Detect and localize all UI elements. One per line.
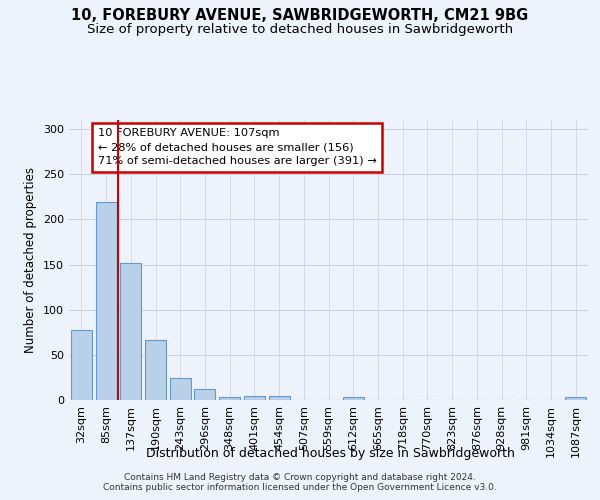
Text: 10, FOREBURY AVENUE, SAWBRIDGEWORTH, CM21 9BG: 10, FOREBURY AVENUE, SAWBRIDGEWORTH, CM2… (71, 8, 529, 22)
Text: Distribution of detached houses by size in Sawbridgeworth: Distribution of detached houses by size … (146, 448, 514, 460)
Y-axis label: Number of detached properties: Number of detached properties (25, 167, 37, 353)
Text: Size of property relative to detached houses in Sawbridgeworth: Size of property relative to detached ho… (87, 22, 513, 36)
Bar (145, 340, 166, 400)
Bar (269, 396, 290, 400)
Text: 10 FOREBURY AVENUE: 107sqm
← 28% of detached houses are smaller (156)
71% of sem: 10 FOREBURY AVENUE: 107sqm ← 28% of deta… (98, 128, 376, 166)
Bar (71, 330, 92, 400)
Bar (219, 398, 240, 400)
Bar (120, 262, 141, 400)
Bar (565, 398, 586, 400)
Bar (343, 398, 364, 400)
Bar (244, 396, 265, 400)
Bar (194, 389, 215, 400)
Text: Contains HM Land Registry data © Crown copyright and database right 2024.
Contai: Contains HM Land Registry data © Crown c… (103, 473, 497, 492)
Bar (170, 378, 191, 400)
Bar (95, 202, 116, 400)
